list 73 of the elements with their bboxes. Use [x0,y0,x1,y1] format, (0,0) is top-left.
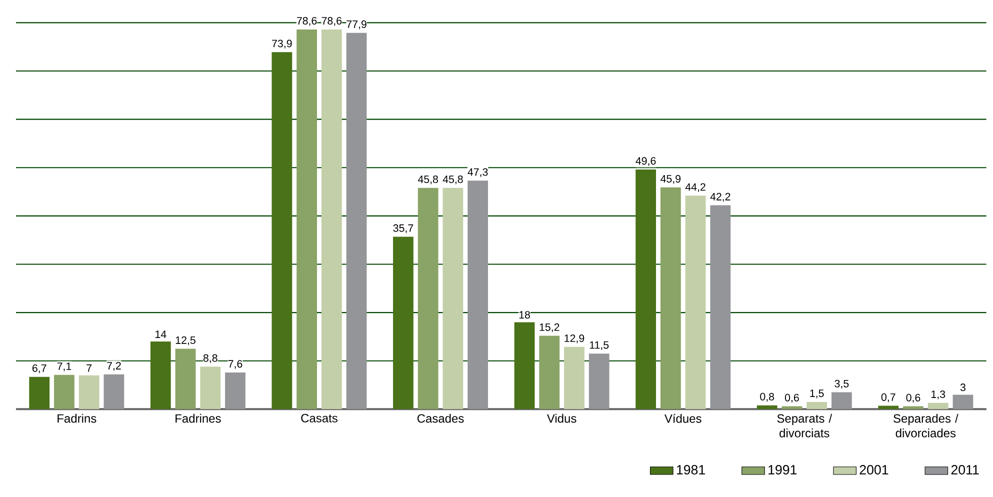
data-label: 77,9 [346,20,366,30]
bar [175,348,196,410]
bar [150,341,171,410]
bar [321,29,342,410]
x-tick-label: Vídues [664,414,702,423]
bar [393,236,414,410]
data-label: 1,3 [932,390,946,400]
bar [539,336,560,410]
bar [468,180,488,410]
data-label: 45,9 [660,174,681,184]
x-tick-label: Fadrins [58,414,96,423]
bar [514,322,535,410]
data-label: 47,3 [468,168,488,177]
data-label: 7,6 [228,360,242,369]
bar [418,188,438,410]
data-label: 14 [156,330,166,338]
bar [685,196,706,410]
data-label: 3 [960,383,966,392]
bar [225,372,246,410]
bar [272,52,292,410]
data-label: 15,2 [540,323,560,332]
data-label: 0,6 [784,394,799,403]
legend-label: 2011 [951,464,979,474]
bar [710,205,731,410]
bar [104,374,124,410]
bar [346,32,367,410]
data-label: 7,1 [57,362,72,372]
bar [928,402,948,410]
x-tick-label: Vidus [546,414,576,423]
bar [78,375,100,410]
data-label: 18 [519,311,530,319]
bar [200,366,221,410]
data-label: 3,5 [834,380,849,389]
legend-label: 1991 [768,464,797,474]
data-label: 12,9 [564,334,584,344]
data-label: 35,7 [393,224,414,234]
data-label: 0,8 [760,392,774,402]
x-tick-label: Casades [417,414,464,423]
bar [564,346,584,410]
data-label: 6,7 [32,364,46,374]
bar [756,405,778,410]
data-label: 45,8 [442,175,463,184]
x-tick-label: Casats [301,414,338,422]
data-label: 7 [86,364,92,372]
x-tick-label: Fadrines [176,414,221,423]
bar [442,188,464,410]
bar [806,402,828,410]
bar [54,374,74,410]
bar [660,187,681,410]
data-label: 78,6 [322,16,342,26]
bar [952,394,974,410]
data-label: 49,6 [636,157,656,166]
bar [296,29,317,410]
data-label: 45,8 [418,175,438,184]
bar [831,392,852,410]
data-label: 1,5 [810,390,824,398]
legend-label: 2001 [860,464,888,474]
x-tick-label: Separades / divorciades [894,414,958,438]
data-label: 12,5 [176,336,196,346]
x-tick-label: Separats / divorciats [777,414,832,438]
data-label: 0,7 [881,393,896,402]
data-label: 78,6 [296,16,317,26]
data-label: 0,6 [906,394,920,403]
data-label: 44,2 [685,183,706,192]
bar [636,169,656,410]
data-label: 7,2 [107,362,121,371]
bar [588,354,610,410]
data-label: 8,8 [203,354,218,363]
data-label: 73,9 [272,40,292,48]
legend-label: 1981 [676,464,705,474]
data-label: 42,2 [710,192,730,202]
data-label: 11,5 [590,341,609,350]
bar [29,376,50,410]
